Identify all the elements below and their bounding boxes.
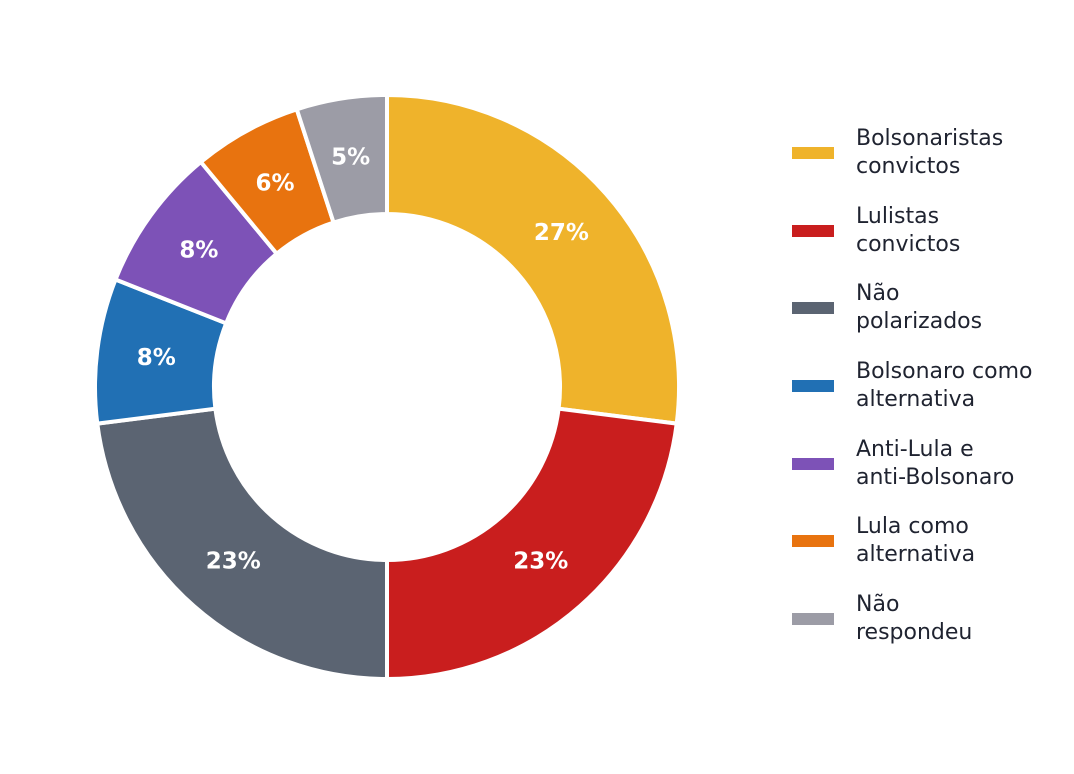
- slice-percent-label-0: 27%: [534, 220, 589, 246]
- legend-item-0: Bolsonaristas convictos: [792, 125, 1062, 181]
- slice-percent-label-5: 6%: [255, 170, 294, 196]
- legend-swatch-4: [792, 457, 834, 470]
- legend-item-3: Bolsonaro como alternativa: [792, 358, 1062, 414]
- slice-percent-label-6: 5%: [331, 144, 370, 170]
- legend-item-1: Lulistas convictos: [792, 203, 1062, 259]
- slice-percent-label-4: 8%: [179, 237, 218, 263]
- slice-percent-label-2: 23%: [206, 548, 261, 574]
- legend-item-4: Anti-Lula e anti-Bolsonaro: [792, 436, 1062, 492]
- donut-labels: 27% 23% 23% 8% 8% 6% 5%: [137, 144, 589, 574]
- legend-swatch-2: [792, 302, 834, 315]
- donut-slice-1: [385, 406, 679, 682]
- slice-percent-label-3: 8%: [137, 345, 176, 371]
- legend-label-1: Lulistas convictos: [856, 203, 961, 257]
- slice-percent-label-1: 23%: [513, 548, 568, 574]
- legend-label-3: Bolsonaro como alternativa: [856, 359, 1033, 413]
- donut-slices: [93, 92, 681, 682]
- legend-item-5: Lula como alternativa: [792, 513, 1062, 569]
- legend-label-4: Anti-Lula e anti-Bolsonaro: [856, 436, 1015, 490]
- donut-slice-2: [95, 406, 389, 682]
- legend-swatch-5: [792, 535, 834, 548]
- legend-item-2: Não polarizados: [792, 280, 1062, 336]
- legend-swatch-1: [792, 224, 834, 237]
- legend-label-6: Não respondeu: [856, 592, 973, 646]
- chart-legend: Bolsonaristas convictos Lulistas convicto…: [792, 125, 1062, 669]
- donut-slice-6: [294, 92, 389, 225]
- donut-slice-0: [385, 92, 681, 426]
- legend-swatch-0: [792, 147, 834, 159]
- legend-label-0: Bolsonaristas convictos: [856, 126, 1004, 179]
- legend-swatch-6: [792, 613, 834, 626]
- legend-label-5: Lula como alternativa: [856, 514, 976, 568]
- legend-label-2: Não polarizados: [856, 281, 983, 335]
- legend-item-6: Não respondeu: [792, 591, 1062, 647]
- legend-swatch-3: [792, 380, 834, 393]
